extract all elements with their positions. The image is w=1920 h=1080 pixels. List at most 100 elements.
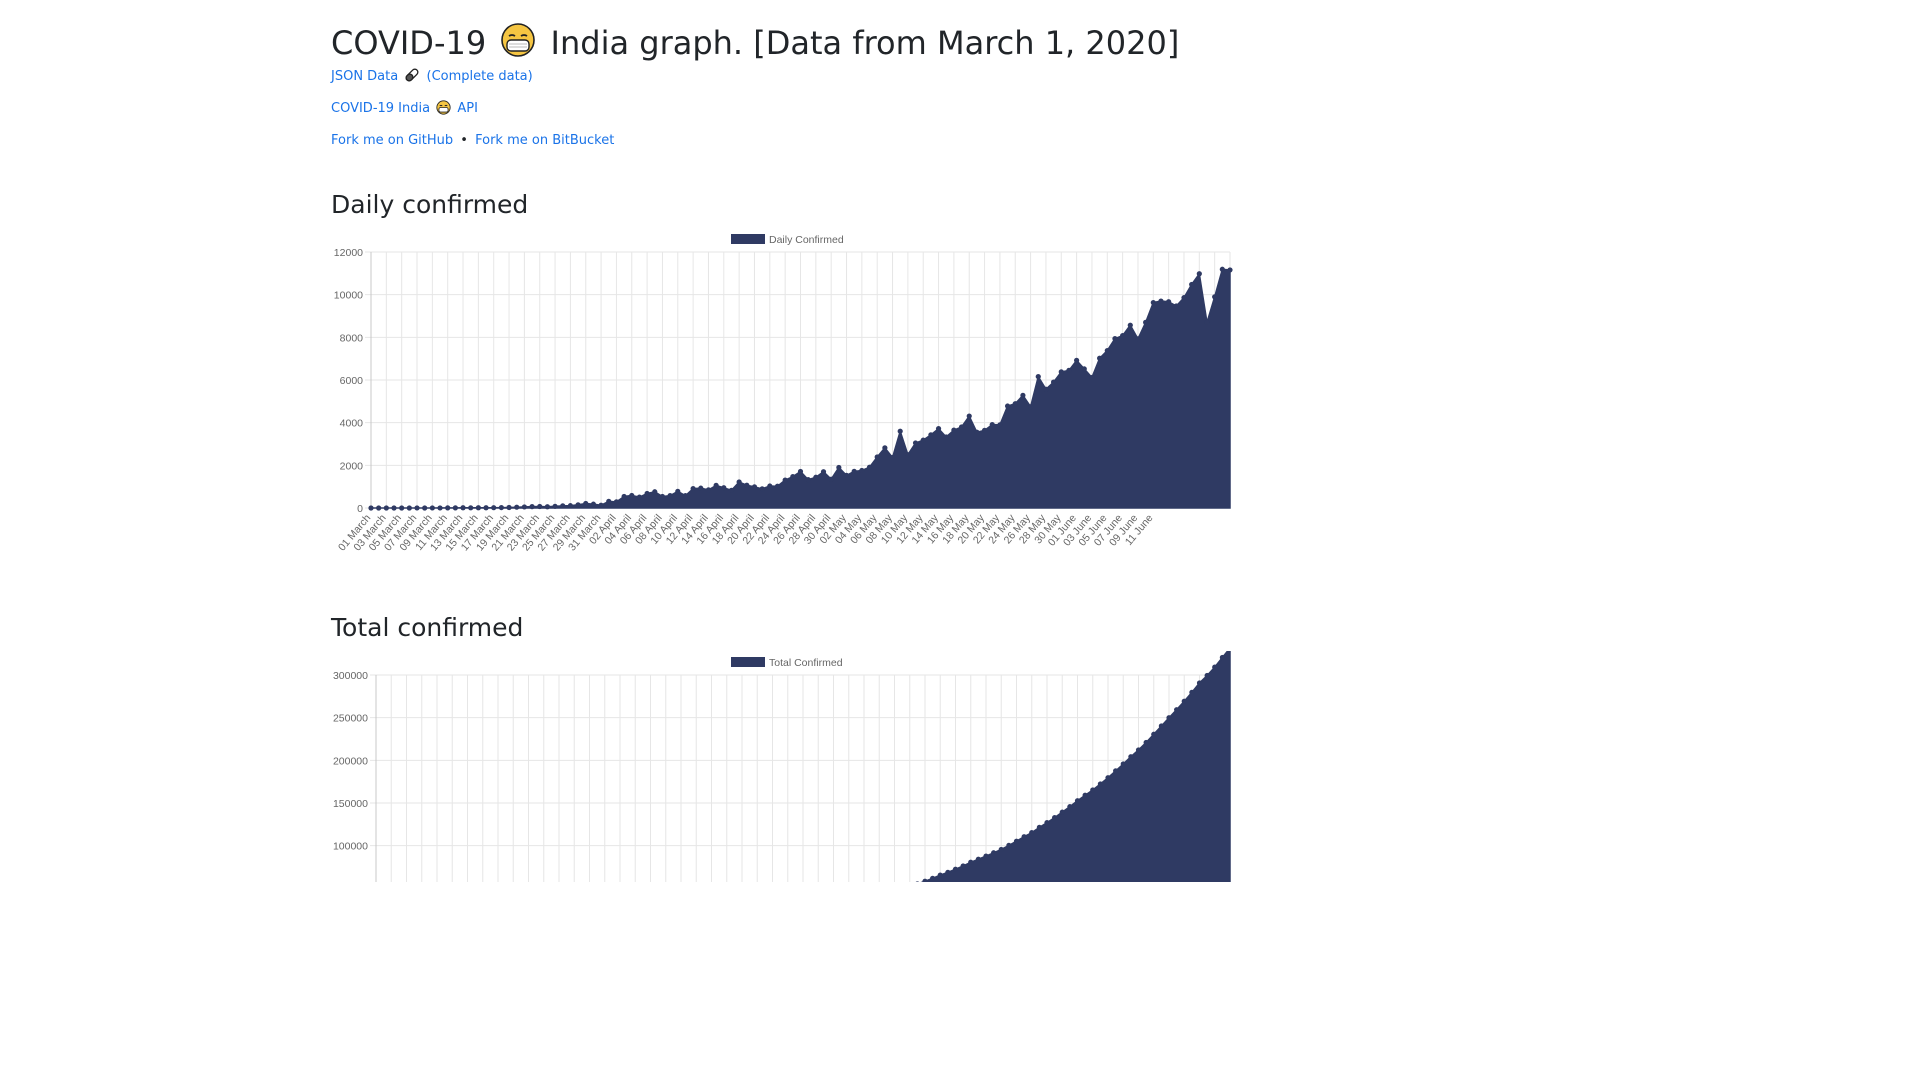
data-point: [1189, 281, 1195, 288]
data-point: [912, 440, 919, 446]
data-point: [930, 875, 936, 881]
y-tick-label: 200000: [333, 755, 368, 767]
data-point: [613, 499, 620, 505]
data-point: [960, 863, 966, 869]
daily-section-heading: Daily confirmed: [331, 190, 529, 219]
github-link[interactable]: Fork me on GitHub: [331, 133, 454, 148]
data-point: [1097, 781, 1103, 787]
data-point: [828, 476, 834, 482]
data-point: [981, 427, 988, 433]
data-point: [445, 505, 451, 511]
data-point: [1212, 294, 1218, 300]
data-point: [606, 498, 612, 504]
data-point: [652, 489, 658, 495]
data-point: [1082, 792, 1088, 798]
data-point: [1219, 266, 1225, 272]
data-point: [399, 505, 405, 511]
api-link[interactable]: COVID-19 India API: [331, 100, 478, 116]
api-link-suffix: API: [457, 101, 478, 116]
data-point: [1189, 689, 1195, 695]
data-point: [1196, 680, 1203, 686]
data-points: [368, 266, 1233, 511]
data-point: [514, 504, 520, 510]
data-point: [1043, 386, 1049, 392]
data-point: [521, 504, 527, 510]
data-point: [675, 488, 681, 494]
data-point: [874, 454, 880, 460]
data-point: [567, 503, 574, 509]
data-point: [1059, 809, 1065, 815]
data-point: [1074, 798, 1081, 804]
data-point: [1013, 838, 1020, 844]
data-point: [997, 422, 1003, 428]
data-point: [682, 493, 689, 499]
data-point: [629, 492, 635, 499]
y-tick-label: 8000: [340, 332, 364, 344]
data-point: [1021, 834, 1027, 840]
data-point: [882, 445, 888, 451]
data-point: [989, 421, 995, 428]
data-point: [1035, 373, 1041, 380]
data-point: [1158, 723, 1164, 729]
data-point: [1120, 333, 1126, 339]
data-point: [537, 503, 543, 510]
complete-data-link[interactable]: (Complete data): [426, 69, 533, 84]
page-title-prefix: COVID-19: [331, 24, 487, 62]
data-point: [598, 502, 604, 508]
data-point: [1151, 731, 1157, 737]
legend-swatch: [731, 657, 765, 667]
legend-label: Total Confirmed: [769, 657, 843, 669]
data-point: [836, 464, 842, 471]
legend-swatch: [731, 234, 765, 244]
data-point: [460, 505, 466, 511]
data-point: [1052, 814, 1058, 821]
data-point: [1027, 404, 1034, 410]
chart-legend[interactable]: Daily Confirmed: [731, 234, 844, 246]
chart-legend[interactable]: Total Confirmed: [731, 657, 843, 669]
data-point: [1135, 747, 1142, 753]
data-point: [843, 472, 850, 478]
data-point: [937, 872, 943, 878]
data-point: [1143, 319, 1149, 325]
data-point: [713, 482, 719, 488]
data-point: [1012, 401, 1018, 407]
json-data-link[interactable]: JSON Data: [331, 69, 399, 84]
data-point: [1036, 824, 1042, 830]
link-separator: •: [460, 133, 468, 148]
data-point: [1204, 319, 1210, 325]
data-point: [1104, 347, 1110, 354]
data-point: [1089, 374, 1095, 381]
data-point: [889, 454, 896, 461]
data-point: [1097, 355, 1103, 361]
data-point: [922, 878, 928, 882]
data-point: [529, 504, 535, 510]
data-point: [544, 504, 551, 510]
y-tick-label: 300000: [333, 670, 368, 682]
data-point: [774, 483, 781, 489]
mask-face-emoji-icon: [501, 23, 536, 57]
data-point: [915, 881, 920, 882]
data-point: [644, 490, 650, 497]
data-point: [797, 468, 804, 475]
data-point: [1029, 830, 1035, 836]
data-point: [468, 505, 474, 511]
fork-links: Fork me on GitHub • Fork me on BitBucket: [331, 133, 614, 148]
data-point: [1058, 369, 1064, 375]
bitbucket-link[interactable]: Fork me on BitBucket: [475, 133, 615, 148]
data-point: [928, 432, 934, 438]
data-point: [621, 493, 627, 500]
data-point: [920, 437, 926, 443]
data-point: [1020, 392, 1026, 398]
y-tick-label: 0: [357, 503, 363, 515]
y-tick-label: 4000: [340, 418, 364, 430]
data-point: [951, 427, 957, 433]
data-point: [414, 505, 420, 511]
data-point: [1044, 820, 1050, 826]
y-tick-label: 250000: [333, 713, 368, 725]
total-confirmed-chart: Total Confirmed 100000 150000 200000 250000 3…: [333, 651, 1231, 882]
y-tick-label: 150000: [333, 798, 368, 810]
data-point: [406, 505, 412, 511]
data-point: [851, 468, 857, 474]
data-point: [943, 434, 949, 440]
data-point: [975, 856, 981, 862]
